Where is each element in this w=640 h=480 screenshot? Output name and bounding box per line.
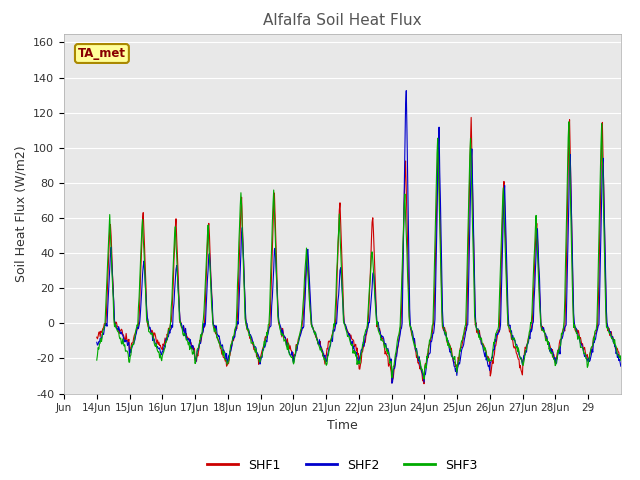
- SHF3: [154, 349, 162, 355]
- SHF1: [154, 341, 162, 347]
- X-axis label: Time: Time: [327, 419, 358, 432]
- SHF2: [251, 344, 259, 349]
- Legend: SHF1, SHF2, SHF3: SHF1, SHF2, SHF3: [202, 454, 483, 477]
- SHF1: [443, 336, 451, 342]
- SHF2: [617, 363, 625, 369]
- SHF2: [444, 338, 451, 344]
- Line: SHF2: SHF2: [97, 91, 621, 383]
- SHF2: [388, 380, 396, 386]
- Y-axis label: Soil Heat Flux (W/m2): Soil Heat Flux (W/m2): [15, 145, 28, 282]
- SHF3: [420, 376, 428, 382]
- SHF3: [413, 348, 420, 353]
- SHF2: [296, 333, 304, 338]
- SHF1: [617, 356, 625, 361]
- SHF1: [413, 355, 420, 360]
- SHF3: [296, 328, 304, 334]
- SHF3: [565, 119, 573, 125]
- SHF1: [420, 381, 428, 387]
- SHF3: [93, 357, 100, 363]
- SHF2: [93, 339, 100, 345]
- SHF1: [467, 115, 475, 120]
- Text: TA_met: TA_met: [78, 47, 126, 60]
- Title: Alfalfa Soil Heat Flux: Alfalfa Soil Heat Flux: [263, 13, 422, 28]
- SHF3: [251, 345, 259, 350]
- SHF3: [617, 358, 625, 363]
- Line: SHF3: SHF3: [97, 122, 621, 379]
- Line: SHF1: SHF1: [97, 118, 621, 384]
- SHF3: [276, 328, 284, 334]
- SHF1: [251, 347, 259, 352]
- SHF1: [93, 334, 100, 340]
- SHF1: [276, 325, 284, 331]
- SHF1: [296, 331, 304, 337]
- SHF3: [443, 338, 451, 344]
- SHF2: [276, 324, 284, 329]
- SHF2: [414, 354, 422, 360]
- SHF2: [403, 88, 410, 94]
- SHF2: [154, 346, 162, 351]
